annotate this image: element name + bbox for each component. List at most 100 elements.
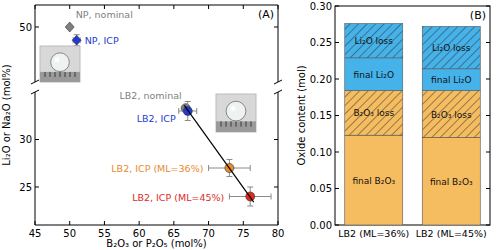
frame-top bbox=[35, 5, 278, 6]
photo-tick bbox=[226, 121, 227, 126]
x-tick bbox=[35, 221, 36, 225]
y-tick-right bbox=[274, 139, 278, 140]
axes-0: 50 (A) bbox=[19, 5, 282, 84]
frame-right bbox=[278, 5, 279, 82]
x-axis-line bbox=[35, 225, 278, 226]
y-tick-label: 0.30 bbox=[310, 1, 332, 12]
y-tick-right bbox=[486, 225, 490, 226]
inset-photo bbox=[40, 46, 80, 82]
x-tick bbox=[139, 221, 140, 225]
annotations: NP, nominal NP, ICP bbox=[76, 9, 133, 46]
point bbox=[72, 35, 81, 45]
segment-label: final B₂O₃ bbox=[430, 177, 473, 187]
y-tick-label: 0.15 bbox=[310, 110, 332, 121]
y-tick bbox=[335, 225, 339, 226]
y-tick-label: 0.00 bbox=[310, 220, 332, 231]
bar-segment bbox=[345, 24, 403, 58]
x-tick bbox=[278, 5, 279, 9]
segment-label: final Li₂O bbox=[354, 70, 394, 80]
y-tick-label: 50 bbox=[19, 22, 32, 33]
panel-label: (A) bbox=[258, 8, 274, 21]
frame bbox=[335, 6, 490, 225]
annotations: LB2, nominalLB2, ICPLB2, ICP (ML=36%)LB2… bbox=[111, 90, 224, 202]
bar-segment bbox=[422, 69, 480, 91]
y-axis-line bbox=[35, 5, 36, 82]
x-tick-label: LB2 (ML=36%) bbox=[338, 228, 409, 239]
point-label: NP, nominal bbox=[76, 9, 133, 20]
axes-1: 45505560657075802530B₂O₃ or P₂O₅ (mol%)L… bbox=[1, 64, 284, 249]
y-tick-right bbox=[486, 6, 490, 7]
y-tick-right bbox=[274, 187, 278, 188]
photo-highlight bbox=[231, 106, 236, 111]
y-tick-right bbox=[486, 42, 490, 43]
photo-tick bbox=[45, 72, 46, 77]
photo-tick bbox=[231, 121, 232, 126]
axis-break bbox=[274, 90, 282, 94]
y-tick-label: 0.20 bbox=[310, 74, 332, 85]
y-tick-right bbox=[486, 188, 490, 189]
photo-tick bbox=[246, 121, 247, 126]
figure: 50(A)NP, nominalNP, ICP45505560657075802… bbox=[0, 0, 500, 250]
photo-frame bbox=[216, 94, 256, 132]
bar-segment bbox=[422, 137, 480, 225]
y-tick bbox=[335, 42, 339, 43]
photo-tick bbox=[65, 72, 66, 77]
photo-tick bbox=[236, 121, 237, 126]
point bbox=[65, 22, 74, 32]
plot-area bbox=[345, 24, 481, 225]
bar-segment bbox=[422, 26, 480, 68]
y-tick bbox=[35, 139, 39, 140]
y-axis-label: Oxide content (mol) bbox=[296, 65, 307, 165]
segment-label: final B₂O₃ bbox=[352, 176, 395, 186]
x-tick bbox=[278, 221, 279, 225]
y-axis-line bbox=[35, 92, 36, 225]
y-tick-right bbox=[274, 27, 278, 28]
photo-tick bbox=[55, 72, 56, 77]
photo-ruler bbox=[40, 72, 80, 82]
bar-segment bbox=[422, 91, 480, 138]
y-tick-right bbox=[486, 79, 490, 80]
y-tick bbox=[335, 6, 339, 7]
x-tick bbox=[243, 5, 244, 9]
photo-frame bbox=[40, 46, 80, 82]
segment-label: Li₂O loss bbox=[432, 43, 471, 53]
point-label: NP, ICP bbox=[85, 35, 119, 46]
y-tick-label: 30 bbox=[19, 134, 32, 145]
x-tick-label: LB2 (ML=45%) bbox=[416, 228, 487, 239]
x-axis-label: B₂O₃ or P₂O₅ (mol%) bbox=[106, 238, 206, 249]
y-tick bbox=[35, 27, 39, 28]
x-tick bbox=[173, 221, 174, 225]
axis-break bbox=[274, 80, 282, 84]
y-tick-right bbox=[486, 152, 490, 153]
frame-right bbox=[278, 92, 279, 225]
photo-highlight bbox=[55, 57, 60, 62]
plot-area bbox=[65, 22, 81, 46]
photo-bead bbox=[51, 53, 70, 72]
segment-label: Li₂O loss bbox=[355, 36, 394, 46]
photo-tick bbox=[221, 121, 222, 126]
photo-tick bbox=[241, 121, 242, 126]
photo-tick bbox=[50, 72, 51, 77]
y-axis-label: Li₂O or Na₂O (mol%) bbox=[1, 64, 12, 166]
photo-tick bbox=[251, 121, 252, 126]
photo-tick bbox=[75, 72, 76, 77]
y-tick bbox=[335, 115, 339, 116]
photo-bead bbox=[226, 101, 246, 121]
bar-segment bbox=[345, 91, 403, 136]
x-tick-label: 45 bbox=[29, 228, 42, 239]
photo-ruler bbox=[216, 121, 256, 132]
x-tick bbox=[208, 221, 209, 225]
segment-label: B₂O₃ loss bbox=[353, 108, 394, 118]
x-tick bbox=[173, 5, 174, 9]
x-tick-label: 75 bbox=[237, 228, 250, 239]
segment-label: B₂O₃ loss bbox=[431, 110, 472, 120]
photo-tick bbox=[60, 72, 61, 77]
x-tick bbox=[243, 221, 244, 225]
x-tick bbox=[69, 5, 70, 9]
y-tick-label: 0.10 bbox=[310, 147, 332, 158]
segment-labels: final B₂O₃ B₂O₃ loss final Li₂O Li₂O loss fi… bbox=[352, 36, 473, 187]
y-tick-label: 25 bbox=[19, 182, 32, 193]
x-tick-label: 80 bbox=[272, 228, 285, 239]
y-tick bbox=[335, 152, 339, 153]
x-tick-label: 50 bbox=[63, 228, 76, 239]
